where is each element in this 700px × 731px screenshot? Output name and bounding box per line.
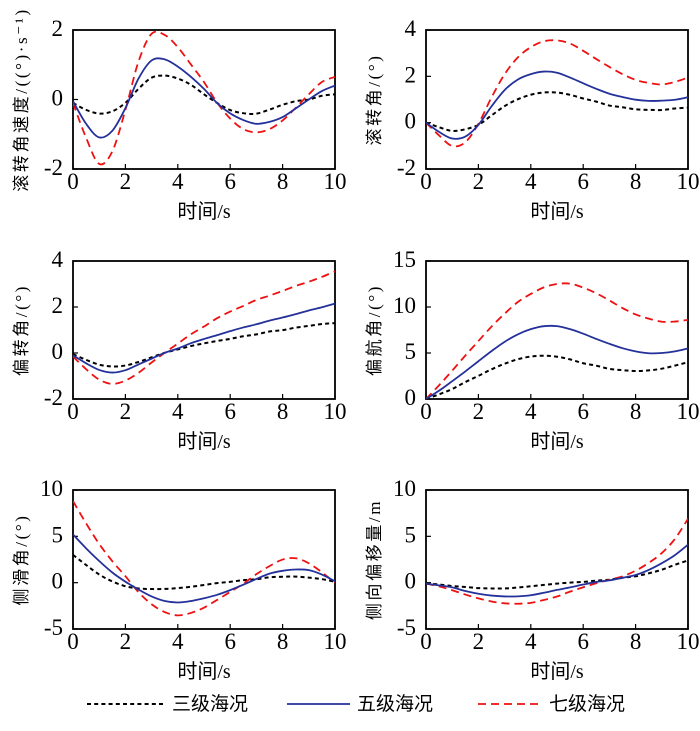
svg-text:滚转角速度/((°)·s⁻¹): 滚转角速度/((°)·s⁻¹) (12, 7, 31, 192)
svg-text:五级海况: 五级海况 (357, 693, 433, 715)
svg-text:10: 10 (324, 399, 347, 424)
svg-text:2: 2 (52, 16, 64, 41)
svg-text:6: 6 (224, 169, 236, 194)
svg-text:2: 2 (120, 399, 132, 424)
svg-text:0: 0 (420, 399, 432, 424)
svg-text:时间/s: 时间/s (530, 430, 584, 453)
svg-text:10: 10 (677, 169, 700, 194)
svg-text:七级海况: 七级海况 (549, 693, 625, 715)
svg-text:偏转角/(°): 偏转角/(°) (12, 284, 31, 376)
svg-text:10: 10 (324, 169, 347, 194)
svg-text:-2: -2 (44, 385, 63, 410)
svg-text:2: 2 (473, 399, 485, 424)
svg-text:6: 6 (224, 399, 236, 424)
svg-text:6: 6 (577, 629, 589, 654)
svg-text:时间/s: 时间/s (530, 660, 584, 683)
svg-text:10: 10 (324, 629, 347, 654)
svg-text:时间/s: 时间/s (177, 200, 231, 223)
svg-text:6: 6 (577, 169, 589, 194)
svg-text:0: 0 (405, 109, 417, 134)
svg-text:0: 0 (67, 629, 79, 654)
svg-text:0: 0 (52, 569, 64, 594)
svg-text:时间/s: 时间/s (177, 430, 231, 453)
svg-text:8: 8 (277, 169, 289, 194)
svg-text:0: 0 (420, 169, 432, 194)
svg-text:5: 5 (405, 339, 417, 364)
svg-text:8: 8 (277, 399, 289, 424)
svg-text:0: 0 (405, 385, 417, 410)
svg-text:8: 8 (630, 399, 642, 424)
svg-text:-5: -5 (44, 615, 63, 640)
svg-text:5: 5 (52, 522, 64, 547)
svg-text:10: 10 (40, 476, 63, 501)
svg-text:三级海况: 三级海况 (172, 693, 248, 715)
svg-text:4: 4 (172, 629, 184, 654)
svg-text:10: 10 (393, 476, 416, 501)
svg-text:0: 0 (67, 169, 79, 194)
svg-text:侧滑角/(°): 侧滑角/(°) (12, 513, 31, 605)
svg-text:2: 2 (120, 629, 132, 654)
svg-text:2: 2 (405, 62, 417, 87)
svg-text:8: 8 (277, 629, 289, 654)
svg-text:-2: -2 (397, 155, 416, 180)
svg-text:4: 4 (405, 16, 417, 41)
svg-text:10: 10 (677, 399, 700, 424)
svg-text:侧向偏移量/m: 侧向偏移量/m (365, 499, 384, 620)
svg-text:6: 6 (224, 629, 236, 654)
svg-text:10: 10 (677, 629, 700, 654)
svg-text:4: 4 (525, 629, 537, 654)
svg-text:滚转角/(°): 滚转角/(°) (365, 53, 384, 145)
svg-text:8: 8 (630, 629, 642, 654)
svg-text:0: 0 (405, 569, 417, 594)
svg-text:10: 10 (393, 293, 416, 318)
svg-text:-5: -5 (397, 615, 416, 640)
svg-text:2: 2 (473, 629, 485, 654)
svg-text:4: 4 (172, 169, 184, 194)
svg-text:偏航角/(°): 偏航角/(°) (365, 284, 384, 376)
svg-text:8: 8 (630, 169, 642, 194)
svg-text:时间/s: 时间/s (530, 200, 584, 223)
svg-text:2: 2 (52, 293, 64, 318)
svg-text:5: 5 (405, 522, 417, 547)
svg-text:4: 4 (525, 169, 537, 194)
svg-text:4: 4 (172, 399, 184, 424)
svg-text:4: 4 (52, 247, 64, 272)
svg-text:时间/s: 时间/s (177, 660, 231, 683)
svg-text:2: 2 (120, 169, 132, 194)
svg-text:0: 0 (52, 86, 64, 111)
svg-text:15: 15 (393, 247, 416, 272)
svg-text:0: 0 (52, 339, 64, 364)
svg-text:0: 0 (420, 629, 432, 654)
svg-text:6: 6 (577, 399, 589, 424)
svg-text:0: 0 (67, 399, 79, 424)
svg-text:2: 2 (473, 169, 485, 194)
svg-text:4: 4 (525, 399, 537, 424)
svg-text:-2: -2 (44, 155, 63, 180)
